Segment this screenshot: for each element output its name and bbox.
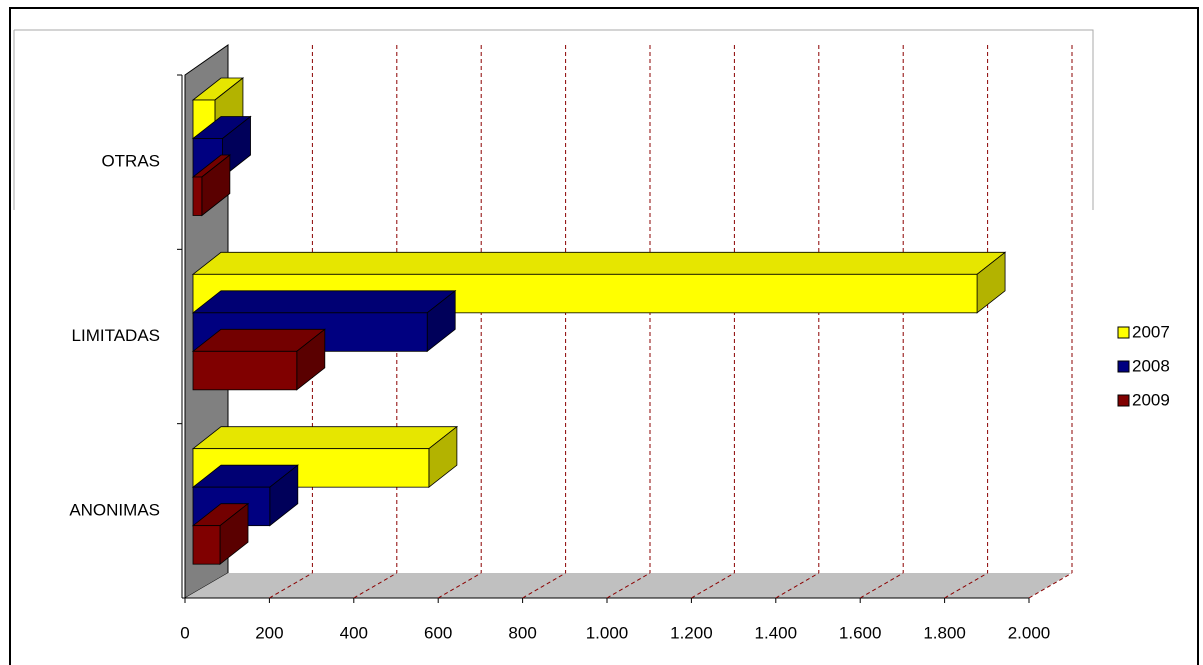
x-tick-label: 1.600 (839, 623, 882, 642)
grid-line (353, 572, 398, 599)
grid-line (944, 572, 988, 599)
bar-top (191, 426, 459, 450)
x-tick-label: 1.000 (586, 623, 629, 642)
plot-border (14, 29, 1094, 210)
x-tick-label: 600 (424, 623, 452, 642)
y-tick-label: ANONIMAS (69, 500, 160, 519)
bar (192, 525, 221, 565)
legend-swatch (1117, 394, 1130, 407)
bar (192, 176, 203, 216)
legend-label: 2008 (1132, 356, 1170, 375)
x-tick-label: 200 (255, 623, 283, 642)
x-tick-label: 2.000 (1008, 623, 1051, 642)
legend-label: 2009 (1132, 390, 1170, 409)
grid-line (1028, 572, 1073, 599)
y-tick-label: OTRAS (101, 152, 160, 171)
bar (192, 350, 298, 391)
bar-top (191, 290, 457, 314)
x-tick-label: 0 (180, 623, 189, 642)
legend-label: 2007 (1132, 322, 1170, 341)
x-tick-label: 400 (340, 623, 368, 642)
legend-swatch (1117, 360, 1130, 373)
grid-line (606, 572, 651, 599)
x-tick-label: 1.800 (923, 623, 966, 642)
y-tick-label: LIMITADAS (72, 326, 160, 345)
grid-line (269, 572, 313, 599)
grid-line (859, 572, 904, 599)
x-tick-label: 800 (508, 623, 536, 642)
x-tick-label: 1.200 (670, 623, 713, 642)
grid-line (691, 572, 735, 599)
x-tick-label: 1.400 (755, 623, 798, 642)
grid-line (522, 572, 566, 599)
legend-swatch (1117, 326, 1130, 339)
grid-line (775, 572, 820, 599)
grid-line (437, 572, 482, 599)
bar-top (191, 251, 1007, 275)
